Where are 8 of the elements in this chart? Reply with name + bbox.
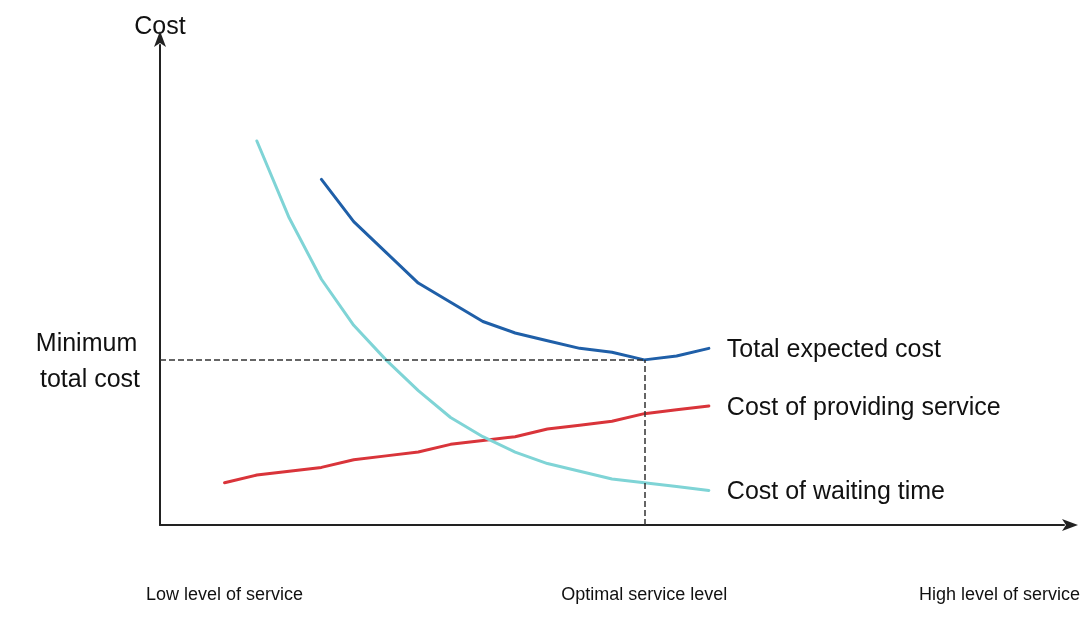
x-tick-label: Low level of service xyxy=(146,584,304,604)
x-tick-label: Optimal service level xyxy=(561,584,728,604)
y-axis-title: Cost xyxy=(134,10,186,39)
series-label: Cost of providing service xyxy=(726,391,1001,420)
x-tick-label: High level of service xyxy=(918,584,1080,604)
ref-line-label: Minimum total cost xyxy=(35,327,145,392)
series-label: Total expected cost xyxy=(726,334,941,363)
series-label: Cost of waiting time xyxy=(726,476,945,505)
